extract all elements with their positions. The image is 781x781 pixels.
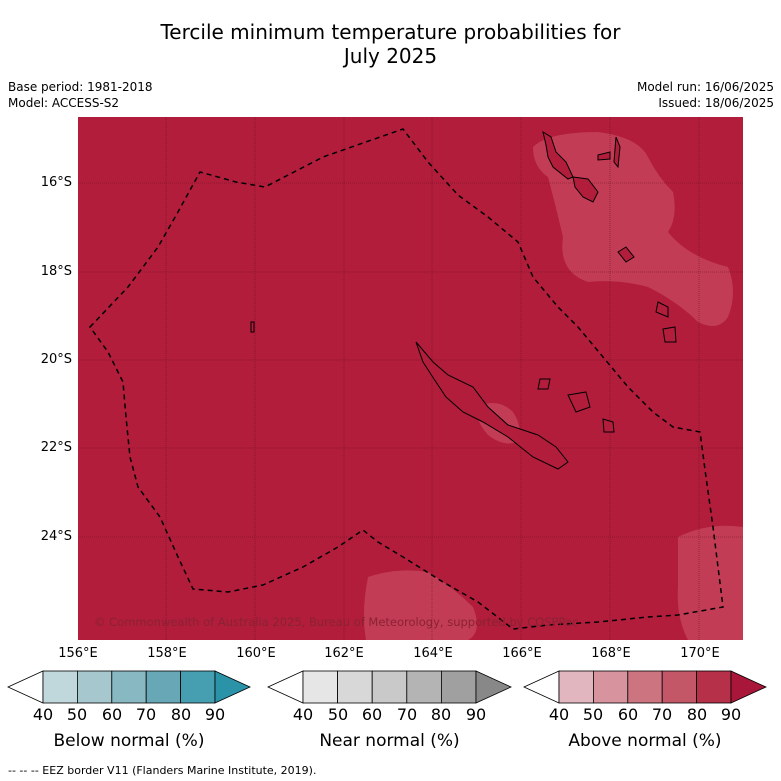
near-tick: 50 <box>327 705 349 724</box>
eez-footnote: -- -- -- EEZ border V11 (Flanders Marine… <box>8 764 317 777</box>
lat-label-16s: 16°S <box>40 175 72 190</box>
above-tick: 40 <box>548 705 570 724</box>
new-caledonia-island <box>415 341 569 470</box>
model-name: Model: ACCESS-S2 <box>8 96 120 110</box>
lon-label-156e: 156°E <box>58 646 98 661</box>
lifou-island <box>567 391 591 413</box>
lon-label-160e: 160°E <box>236 646 276 661</box>
colorbar-above-segment <box>730 670 767 704</box>
near-tick: 70 <box>396 705 418 724</box>
lat-label-24s: 24°S <box>40 529 72 544</box>
lon-label-168e: 168°E <box>591 646 631 661</box>
colorbar-above-segment <box>558 670 594 704</box>
lat-label-22s: 22°S <box>40 440 72 455</box>
probability-map <box>78 117 743 640</box>
malakula-island <box>572 176 599 203</box>
lon-label-170e: 170°E <box>680 646 720 661</box>
colorbar-below-segment <box>111 670 147 704</box>
colorbar-above-segment <box>627 670 663 704</box>
mare-island <box>602 418 615 433</box>
ouvea-island <box>537 378 551 390</box>
colorbar-near-segment <box>475 670 512 704</box>
colorbar-below-segment <box>77 670 113 704</box>
map-title-line1: Tercile minimum temperature probabilitie… <box>160 20 621 44</box>
above-tick: 80 <box>686 705 708 724</box>
colorbar-above-segment <box>523 670 560 704</box>
tanna-island <box>662 326 677 343</box>
colorbar-near-segment <box>440 670 477 704</box>
below-tick: 80 <box>170 705 192 724</box>
colorbar-near-segment <box>371 670 408 704</box>
below-tick: 90 <box>204 705 226 724</box>
colorbar-above-segment <box>696 670 732 704</box>
lat-label-18s: 18°S <box>40 264 72 279</box>
near-tick: 40 <box>292 705 314 724</box>
colorbar-near-segment <box>302 670 338 704</box>
model-run: Model run: 16/06/2025 <box>636 80 774 94</box>
below-tick: 60 <box>101 705 123 724</box>
colorbar-above-label: Above normal (%) <box>568 731 722 751</box>
colorbar-above-segment <box>593 670 629 704</box>
near-tick: 90 <box>465 705 487 724</box>
base-period: Base period: 1981-2018 <box>8 80 153 94</box>
lon-label-164e: 164°E <box>413 646 453 661</box>
maewo-island <box>613 136 621 169</box>
colorbar-near-segment <box>337 670 373 704</box>
above-tick: 70 <box>651 705 673 724</box>
colorbar-below-segment <box>42 670 78 704</box>
graticule <box>78 117 743 640</box>
coastlines <box>250 130 677 470</box>
reef-islet <box>250 321 255 333</box>
colorbar-above-normal <box>523 670 767 704</box>
colorbars <box>7 670 767 704</box>
colorbar-below-label: Below normal (%) <box>53 731 205 751</box>
lon-label-162e: 162°E <box>324 646 364 661</box>
below-tick: 50 <box>66 705 88 724</box>
near-tick: 80 <box>430 705 452 724</box>
colorbar-below-segment <box>214 670 251 704</box>
colorbar-near-segment <box>267 670 304 704</box>
colorbar-below-segment <box>180 670 216 704</box>
copyright-notice: © Commonwealth of Australia 2025, Bureau… <box>94 615 579 629</box>
near-tick: 60 <box>361 705 383 724</box>
colorbar-below-segment <box>145 670 181 704</box>
espiritu-santo-island <box>542 130 574 180</box>
lat-label-20s: 20°S <box>40 352 72 367</box>
above-tick: 60 <box>617 705 639 724</box>
colorbar-near-segment <box>406 670 442 704</box>
lon-label-158e: 158°E <box>147 646 187 661</box>
colorbar-below-segment <box>7 670 44 704</box>
colorbar-near-normal <box>267 670 512 704</box>
ambae-island <box>597 151 611 161</box>
above-tick: 90 <box>720 705 742 724</box>
colorbar-below-normal <box>7 670 251 704</box>
below-tick: 70 <box>135 705 157 724</box>
above-tick: 50 <box>582 705 604 724</box>
below-tick: 40 <box>32 705 54 724</box>
map-title-line2: July 2025 <box>343 44 438 68</box>
colorbar-above-segment <box>661 670 698 704</box>
colorbar-near-label: Near normal (%) <box>319 731 460 751</box>
lon-label-166e: 166°E <box>502 646 542 661</box>
erromango-island <box>655 301 669 318</box>
issued-date: Issued: 18/06/2025 <box>658 96 774 110</box>
efate-island <box>617 246 635 263</box>
